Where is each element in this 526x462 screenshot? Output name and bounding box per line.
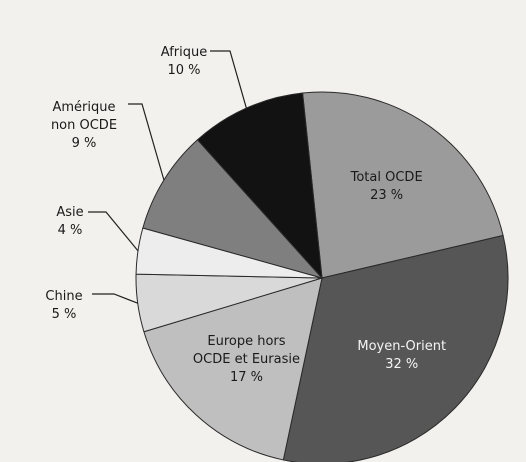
leader-line	[88, 211, 139, 252]
leader-line	[210, 50, 247, 109]
slice-label: Afrique 10 %	[149, 44, 219, 80]
category-label: Total OCDE	[350, 170, 423, 186]
value-label: 17 %	[229, 370, 263, 386]
category-label: Amérique non OCDE	[50, 100, 118, 133]
pie-slice	[142, 139, 324, 279]
slice-label: Total OCDE 23 %	[332, 169, 442, 205]
value-label: 23 %	[370, 188, 404, 204]
value-label: 5 %	[51, 307, 77, 322]
value-label: 10 %	[167, 63, 201, 78]
value-label: 4 %	[57, 223, 83, 238]
leader-line	[128, 103, 165, 181]
slice-label: Moyen-Orient 32 %	[347, 338, 457, 374]
category-label: Europe hors OCDE et Eurasie	[192, 334, 300, 368]
category-label: Moyen-Orient	[357, 339, 447, 355]
category-label: Asie	[56, 205, 84, 220]
slice-label: Europe hors OCDE et Eurasie 17 %	[191, 333, 301, 387]
pie-slice	[196, 92, 323, 280]
value-label: 32 %	[385, 357, 419, 373]
value-label: 9 %	[71, 136, 97, 151]
pie-slice	[302, 91, 504, 279]
slice-label: Amérique non OCDE 9 %	[39, 99, 129, 153]
slice-label: Asie 4 %	[45, 204, 95, 240]
slice-label: Chine 5 %	[34, 288, 94, 324]
category-label: Afrique	[160, 45, 208, 60]
pie-slice	[282, 234, 509, 462]
category-label: Chine	[45, 289, 83, 304]
pie-slice	[143, 277, 323, 461]
leader-line	[92, 293, 138, 304]
